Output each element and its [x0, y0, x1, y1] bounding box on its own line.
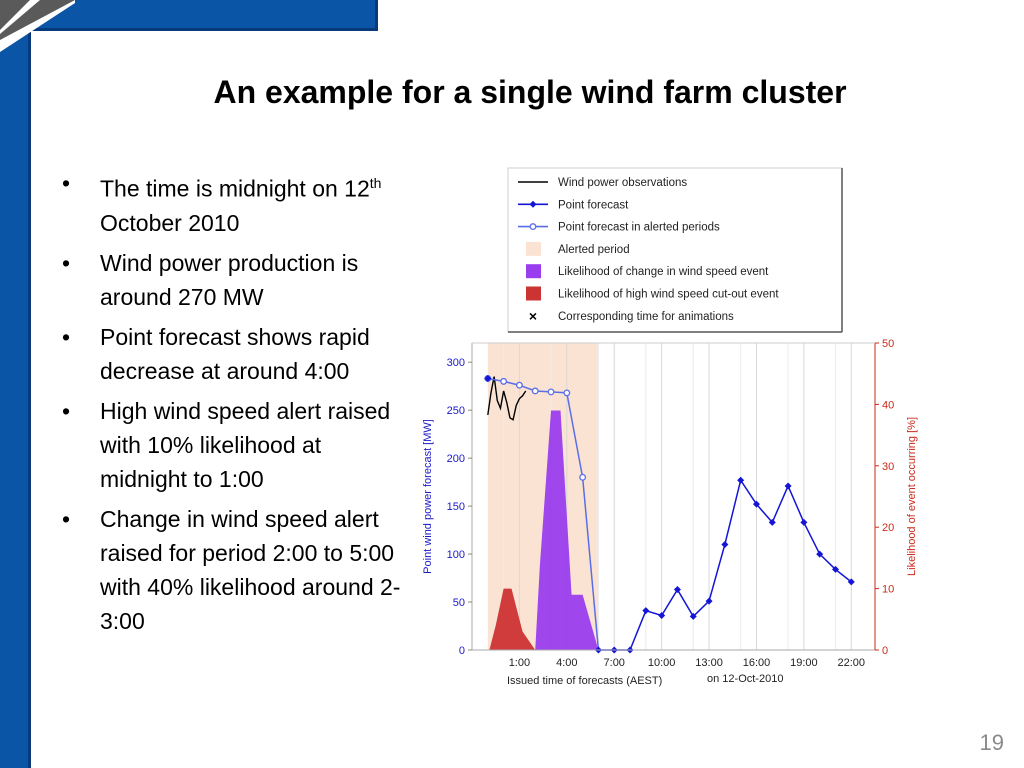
legend-label: Point forecast — [558, 199, 629, 211]
bullet-text: Point forecast shows rapid decrease at a… — [100, 323, 370, 384]
y-left-tick-label: 100 — [447, 549, 465, 561]
forecast-point — [737, 476, 745, 484]
y-left-tick-label: 150 — [447, 501, 465, 513]
bullet-text: Change in wind speed alert raised for pe… — [100, 505, 401, 634]
legend-symbol-marker — [529, 223, 537, 231]
y-right-tick-label: 10 — [882, 584, 894, 596]
forecast-point — [658, 611, 666, 619]
forecast-alerted-point — [547, 388, 555, 396]
bullet-text-continued: October 2010 — [100, 209, 240, 236]
corner-decoration — [0, 0, 75, 52]
y-right-tick-label: 40 — [882, 399, 894, 411]
y-right-axis-label: Likelihood of event occurring [%] — [906, 417, 918, 576]
y-right-tick-label: 30 — [882, 461, 894, 473]
bullet-item: The time is midnight on 12th October 201… — [60, 166, 412, 240]
forecast-alerted-point — [563, 389, 571, 397]
legend-label: Alerted period — [558, 244, 630, 256]
forecast-point — [847, 578, 855, 586]
forecast-point — [816, 550, 824, 558]
legend-symbol-x: × — [529, 308, 537, 324]
forecast-point — [752, 500, 760, 508]
x-tick-label: 4:00 — [556, 657, 577, 669]
x-tick-label: 22:00 — [838, 657, 866, 669]
observations-line — [487, 376, 527, 421]
forecast-point — [705, 597, 713, 605]
page-number: 19 — [979, 730, 1004, 755]
forecast-point — [784, 482, 792, 490]
legend-label: Likelihood of high wind speed cut-out ev… — [558, 289, 779, 301]
forecast-line — [598, 478, 852, 651]
y-right-tick-label: 50 — [882, 338, 894, 350]
y-right-tick-label: 20 — [882, 522, 894, 534]
y-left-tick-label: 300 — [447, 357, 465, 369]
x-tick-label: 19:00 — [790, 657, 818, 669]
x-axis-label: Issued time of forecasts (AEST) — [507, 675, 662, 687]
forecast-point — [800, 518, 808, 526]
change-likelihood-area — [535, 410, 599, 650]
x-tick-label: 1:00 — [509, 657, 530, 669]
x-tick-label: 7:00 — [604, 657, 625, 669]
bullet-text: High wind speed alert raised with 10% li… — [100, 397, 391, 492]
forecast-point — [689, 612, 697, 620]
legend-symbol-patch — [526, 241, 541, 256]
legend-symbol-marker — [529, 200, 537, 208]
y-right-tick-label: 0 — [882, 645, 888, 657]
x-tick-label: 16:00 — [743, 657, 771, 669]
forecast-point — [831, 565, 839, 573]
y-left-tick-label: 50 — [453, 597, 465, 609]
legend-symbol-patch — [526, 286, 541, 301]
top-accent-bar — [28, 0, 378, 31]
forecast-alerted-point — [531, 387, 539, 395]
forecast-point — [642, 607, 650, 615]
forecast-alerted-point — [515, 381, 523, 389]
x-tick-label: 10:00 — [648, 657, 676, 669]
legend-label: Likelihood of change in wind speed event — [558, 266, 769, 278]
bullet-text: The time is midnight on 12 — [100, 175, 370, 202]
forecast-point — [673, 586, 681, 594]
legend-symbol-patch — [526, 264, 541, 279]
forecast-point — [721, 540, 729, 548]
y-left-axis-label: Point wind power forecast [MW] — [422, 419, 434, 574]
bullet-item: High wind speed alert raised with 10% li… — [60, 394, 412, 496]
legend-box — [507, 167, 843, 333]
legend-label: Wind power observations — [558, 177, 687, 189]
forecast-alerted-point — [579, 473, 587, 481]
y-left-tick-label: 0 — [459, 645, 465, 657]
legend-label: Point forecast in alerted periods — [558, 222, 720, 234]
slide-title: An example for a single wind farm cluste… — [213, 74, 847, 110]
bullet-item: Change in wind speed alert raised for pe… — [60, 502, 412, 638]
wind-forecast-chart: 0 50 100 150 200 250 300 0 10 20 30 40 50 1:00 4:00 7:0… — [422, 167, 918, 687]
bullet-superscript: th — [369, 175, 382, 191]
y-left-tick-label: 200 — [447, 453, 465, 465]
y-left-tick-label: 250 — [447, 405, 465, 417]
bullet-item: Wind power production is around 270 MW — [60, 246, 412, 314]
bullet-list: The time is midnight on 12th October 201… — [60, 166, 412, 644]
forecast-point — [768, 518, 776, 526]
legend-label: Corresponding time for animations — [558, 311, 734, 323]
bullet-text: Wind power production is around 270 MW — [100, 249, 359, 310]
cutout-likelihood-area — [489, 588, 536, 650]
left-accent-bar — [0, 0, 31, 768]
forecast-point — [484, 374, 492, 382]
forecast-alerted-point — [500, 377, 508, 385]
x-tick-label: 13:00 — [695, 657, 723, 669]
bullet-item: Point forecast shows rapid decrease at a… — [60, 320, 412, 388]
x-axis-label-suffix: on 12-Oct-2010 — [707, 673, 783, 685]
